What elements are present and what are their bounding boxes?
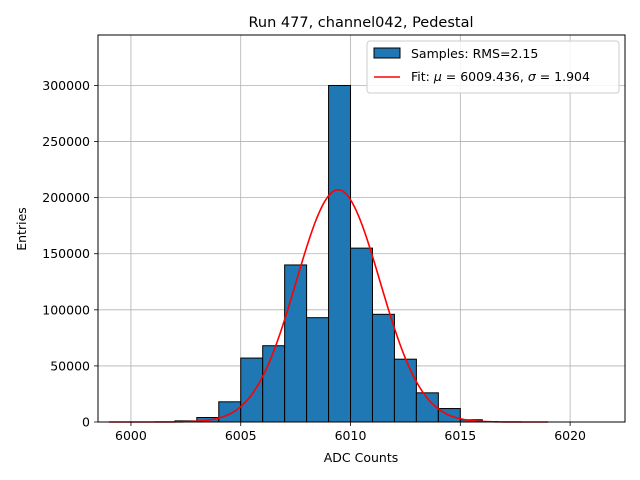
legend-fit-label: Fit: μ = 6009.436, σ = 1.904 (411, 69, 590, 84)
y-tick-label: 250000 (42, 134, 90, 149)
legend-fit-mu-symbol: μ (433, 69, 442, 84)
legend-fit-sigma-value: = 1.904 (536, 69, 590, 84)
histogram-bar (218, 401, 242, 423)
x-tick-label: 6000 (115, 428, 147, 443)
x-axis-ticks: 6000 6005 6010 6015 6020 (115, 422, 586, 443)
legend-box (366, 40, 620, 94)
y-tick-label: 300000 (42, 78, 90, 93)
histogram-bar (371, 313, 395, 423)
histogram-bar (240, 357, 264, 423)
plot-frame (97, 34, 626, 423)
histogram-bar (262, 345, 286, 423)
x-tick-label: 6020 (554, 428, 586, 443)
legend-fit-sigma-symbol: σ (528, 69, 537, 84)
legend-samples-label: Samples: RMS=2.15 (411, 46, 538, 61)
y-axis-label: Entries (14, 207, 29, 251)
chart-title: Run 477, channel042, Pedestal (248, 15, 473, 31)
histogram-bar (350, 247, 373, 423)
y-tick-label: 150000 (42, 246, 90, 261)
histogram-bar (284, 264, 308, 423)
x-tick-label: 6005 (225, 428, 257, 443)
x-tick-label: 6015 (444, 428, 476, 443)
x-axis-label: ADC Counts (324, 450, 399, 465)
histogram-bar (328, 84, 352, 423)
x-tick-label: 6010 (335, 428, 367, 443)
y-tick-label: 100000 (42, 302, 90, 317)
y-axis-ticks: 0 50000 100000 150000 200000 250000 300000 (42, 78, 98, 430)
y-tick-label: 50000 (50, 358, 90, 373)
legend-fit-mu-value: = 6009.436, (442, 69, 528, 84)
legend: Samples: RMS=2.15 Fit: μ = 6009.436, σ =… (366, 40, 620, 94)
y-tick-label: 0 (82, 415, 90, 430)
histogram-bar (306, 317, 330, 423)
y-tick-label: 200000 (42, 190, 90, 205)
legend-fit-prefix: Fit: (411, 69, 434, 84)
histogram-bar (393, 358, 417, 423)
legend-samples-swatch (373, 47, 401, 59)
